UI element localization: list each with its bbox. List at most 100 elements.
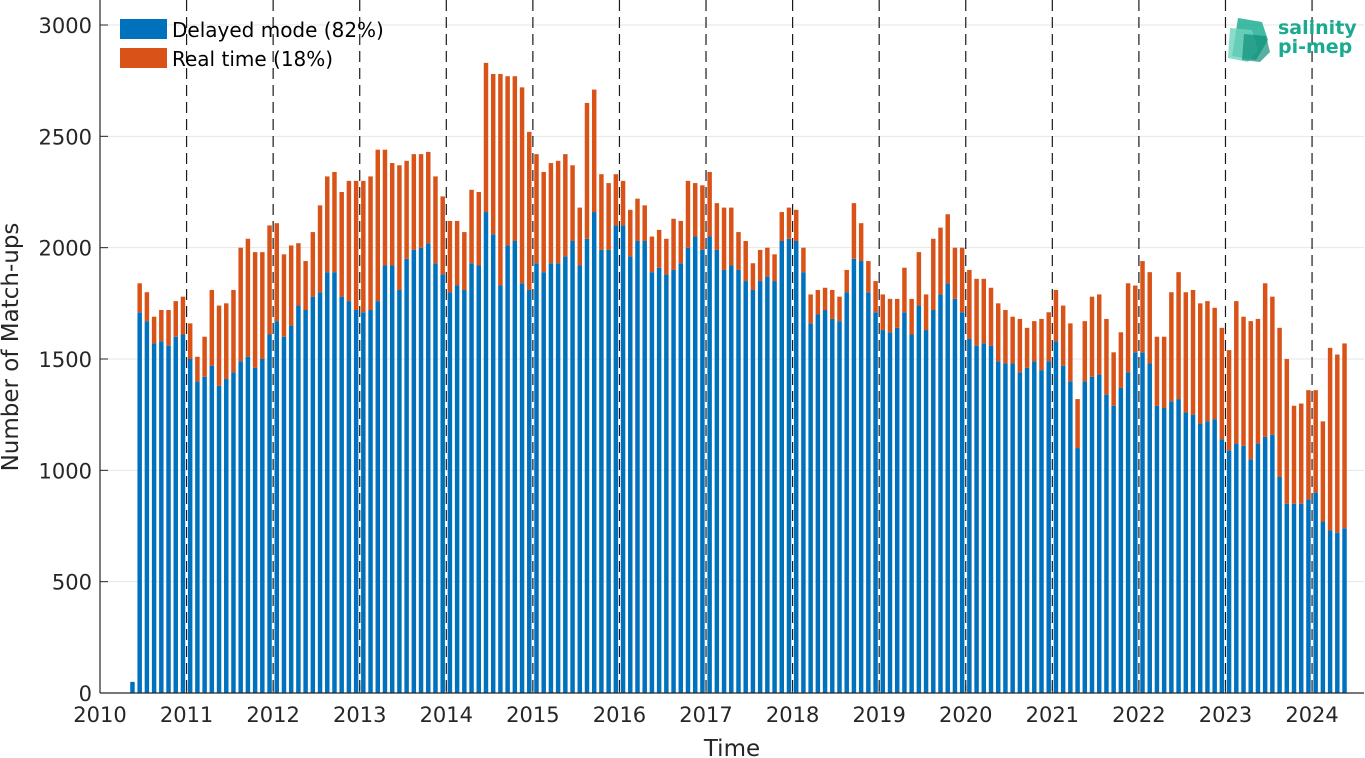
bar-delayed-mode (166, 346, 170, 693)
x-tick-label: 2020 (939, 703, 992, 727)
bar-real-time (1256, 319, 1260, 444)
bar-real-time (707, 172, 711, 237)
x-tick-label: 2021 (1026, 703, 1079, 727)
bar-real-time (989, 288, 993, 346)
bar-real-time (938, 228, 942, 295)
bar-real-time (368, 176, 372, 310)
bar-delayed-mode (902, 312, 906, 693)
bar-real-time (246, 239, 250, 357)
bar-delayed-mode (1313, 493, 1317, 693)
x-tick-labels: 2010 2011 2012 2013 2014 2015 2016 2017 2018 2019… (73, 703, 1339, 727)
bar-delayed-mode (642, 241, 646, 693)
bar-delayed-mode (953, 299, 957, 693)
bar-real-time (339, 192, 343, 297)
bar-real-time (1147, 272, 1151, 363)
bar-real-time (1032, 321, 1036, 361)
bar-delayed-mode (729, 265, 733, 693)
bar-delayed-mode (1018, 372, 1022, 693)
bar-real-time (534, 154, 538, 263)
salinity-pi-mep-logo: salinity pi-mep (1228, 17, 1357, 62)
bar-delayed-mode (332, 272, 336, 693)
legend-swatch-realtime (120, 48, 167, 68)
y-tick-label: 1000 (39, 459, 92, 483)
bar-delayed-mode (1234, 444, 1238, 693)
bar-delayed-mode (816, 314, 820, 693)
bar-delayed-mode (1046, 361, 1050, 693)
bar-real-time (383, 150, 387, 266)
bar-delayed-mode (1205, 421, 1209, 693)
bar-real-time (1010, 317, 1014, 364)
x-tick-label: 2017 (679, 703, 732, 727)
bar-real-time (671, 219, 675, 270)
bar-delayed-mode (657, 268, 661, 693)
bar-delayed-mode (1256, 444, 1260, 693)
bar-real-time (679, 221, 683, 263)
bar-delayed-mode (260, 359, 264, 693)
bar-delayed-mode (982, 343, 986, 693)
bar-real-time (1191, 290, 1195, 415)
bar-real-time (412, 154, 416, 250)
bar-real-time (491, 74, 495, 234)
bar-real-time (823, 288, 827, 310)
bar-real-time (527, 132, 531, 290)
bar-real-time (311, 232, 315, 297)
bar-delayed-mode (145, 321, 149, 693)
bar-delayed-mode (527, 290, 531, 693)
bar-real-time (1104, 319, 1108, 395)
bar-delayed-mode (650, 272, 654, 693)
bar-delayed-mode (780, 241, 784, 693)
chart: 050010001500200025003000 2010 2011 2012 201… (0, 0, 1365, 758)
bar-delayed-mode (1321, 522, 1325, 693)
bar-delayed-mode (339, 297, 343, 693)
bar-delayed-mode (195, 381, 199, 693)
bar-delayed-mode (751, 290, 755, 693)
bar-delayed-mode (188, 359, 192, 693)
bar-real-time (982, 279, 986, 344)
bar-real-time (873, 281, 877, 312)
bar-delayed-mode (275, 321, 279, 693)
bar-delayed-mode (1248, 459, 1252, 693)
legend-swatch-delayed (120, 19, 167, 39)
bar-real-time (541, 172, 545, 272)
bar-delayed-mode (246, 357, 250, 693)
bar-real-time (664, 239, 668, 275)
bar-delayed-mode (707, 237, 711, 693)
bar-delayed-mode (368, 310, 372, 693)
bar-delayed-mode (404, 259, 408, 693)
legend: Delayed mode (82%) Real time (18%) (120, 18, 384, 71)
bar-delayed-mode (931, 310, 935, 693)
x-tick-label: 2011 (160, 703, 213, 727)
bar-real-time (1155, 337, 1159, 406)
bar-real-time (614, 174, 618, 225)
bar-delayed-mode (700, 250, 704, 693)
bar-real-time (498, 74, 502, 286)
bar-real-time (931, 239, 935, 310)
bar-delayed-mode (1191, 415, 1195, 693)
bar-delayed-mode (419, 248, 423, 693)
bar-delayed-mode (534, 263, 538, 693)
bar-delayed-mode (159, 341, 163, 693)
bar-real-time (751, 263, 755, 290)
bar-real-time (1184, 292, 1188, 412)
bar-real-time (195, 357, 199, 381)
bar-delayed-mode (628, 257, 632, 693)
bar-real-time (1198, 303, 1202, 423)
bar-real-time (469, 190, 473, 263)
bar-delayed-mode (1039, 370, 1043, 693)
bar-delayed-mode (556, 263, 560, 693)
y-tick-labels: 0 500 1000 1500 2000 2500 3000 (39, 14, 92, 706)
bar-delayed-mode (354, 310, 358, 693)
bar-real-time (1133, 286, 1137, 353)
bar-real-time (520, 87, 524, 283)
bar-delayed-mode (1285, 504, 1289, 693)
bar-delayed-mode (1147, 363, 1151, 693)
bar-real-time (888, 299, 892, 332)
bar-delayed-mode (830, 319, 834, 693)
bar-real-time (837, 297, 841, 321)
bar-real-time (404, 161, 408, 259)
bar-real-time (743, 241, 747, 281)
bar-real-time (145, 292, 149, 321)
bar-real-time (570, 165, 574, 241)
x-tick-label: 2016 (593, 703, 646, 727)
bar-real-time (945, 214, 949, 283)
